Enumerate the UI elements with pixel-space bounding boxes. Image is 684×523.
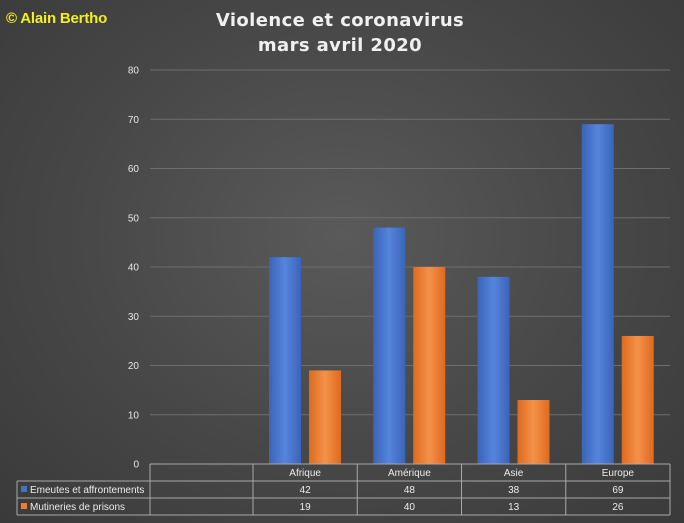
data-label: 69 — [612, 485, 624, 496]
y-axis-ticks: 0 10 20 30 40 50 60 70 80 — [128, 66, 140, 471]
data-label: 38 — [508, 485, 520, 496]
bar-emeutes-asie — [477, 276, 510, 464]
bar-mutineries-amérique — [413, 267, 446, 464]
bar-mutineries-europe — [621, 335, 654, 464]
bar-mutineries-asie — [517, 399, 550, 464]
y-tick-label: 70 — [128, 115, 140, 126]
chart-title-line-1: Violence et coronavirus — [215, 10, 465, 31]
bar-emeutes-europe — [581, 124, 614, 465]
data-table: Afrique Amérique Asie Europe Emeutes et affr… — [16, 463, 671, 516]
x-category-label: Europe — [602, 468, 635, 479]
x-category-label: Amérique — [388, 468, 431, 479]
legend-swatch — [21, 503, 27, 509]
y-tick-label: 50 — [128, 213, 140, 224]
data-label: 26 — [612, 502, 624, 513]
data-label: 19 — [300, 502, 312, 513]
copyright-label: © Alain Bertho — [6, 10, 108, 27]
y-tick-label: 10 — [128, 410, 140, 421]
bar-mutineries-afrique — [309, 370, 341, 464]
data-label: 40 — [404, 502, 416, 513]
x-category-label: Afrique — [289, 468, 321, 479]
y-tick-label: 20 — [128, 361, 140, 372]
legend-swatch — [21, 486, 27, 492]
data-label: 48 — [404, 485, 416, 496]
y-tick-label: 0 — [133, 460, 139, 471]
data-label: 42 — [300, 485, 312, 496]
bar-emeutes-amérique — [373, 227, 406, 464]
y-tick-label: 40 — [128, 263, 140, 274]
data-label: 13 — [508, 502, 520, 513]
y-tick-label: 30 — [128, 312, 140, 323]
y-tick-label: 80 — [128, 66, 140, 77]
x-category-label: Asie — [504, 468, 524, 479]
y-tick-label: 60 — [128, 164, 140, 175]
chart-title: Violence et coronavirus mars avril 2020 — [160, 8, 520, 58]
bar-emeutes-afrique — [269, 257, 301, 464]
chart-title-line-2: mars avril 2020 — [257, 35, 423, 56]
legend-entry: Emeutes et affrontements — [30, 485, 144, 496]
bars — [269, 124, 654, 465]
legend-entry: Mutineries de prisons — [30, 502, 125, 513]
